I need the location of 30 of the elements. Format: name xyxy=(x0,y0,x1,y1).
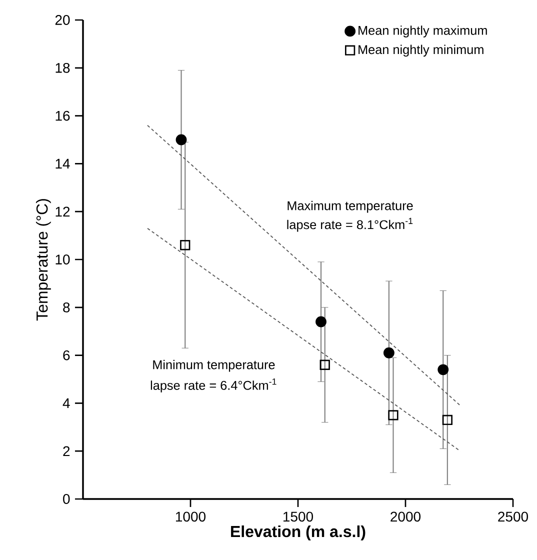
point xyxy=(442,414,452,426)
y-tick-label: 6 xyxy=(63,350,70,360)
y-tick-label: 0 xyxy=(63,494,70,504)
y-tick-label: 18 xyxy=(56,62,70,73)
legend-label: Mean nightly minimum xyxy=(358,44,484,57)
point xyxy=(180,240,190,250)
y-tick-label: 2 xyxy=(63,446,70,456)
x-tick-label: 1000 xyxy=(176,512,206,522)
y-tick-label: 16 xyxy=(56,110,70,121)
x-tick-label: 1500 xyxy=(283,512,314,522)
annotation: lapse rate = 6.4°Ckm$^{-1}$ xyxy=(150,378,276,392)
annotation: Maximum temperature xyxy=(288,200,413,213)
point xyxy=(383,347,394,358)
point xyxy=(388,410,398,420)
x-tick-label: 2500 xyxy=(498,512,528,522)
y-tick-label: 10 xyxy=(56,254,70,264)
annotation: Minimum temperature xyxy=(153,360,275,372)
point xyxy=(320,360,330,370)
x-tick-label: 2000 xyxy=(390,512,421,522)
y-axis-title: Temperature (°C) xyxy=(36,199,51,321)
y-tick-label: 20 xyxy=(55,15,70,25)
point xyxy=(316,316,326,328)
x-axis-title: Elevation (m a.s.l) xyxy=(231,525,366,540)
y-tick-label: 8 xyxy=(63,302,70,312)
legend-label: Mean nightly maximum xyxy=(358,26,487,38)
annotation: lapse rate = 8.1°Ckm$^{-1}$ xyxy=(287,218,413,232)
y-tick-label: 14 xyxy=(56,158,70,169)
point xyxy=(438,364,449,376)
y-tick-label: 4 xyxy=(62,398,70,408)
y-tick-label: 12 xyxy=(56,206,70,216)
